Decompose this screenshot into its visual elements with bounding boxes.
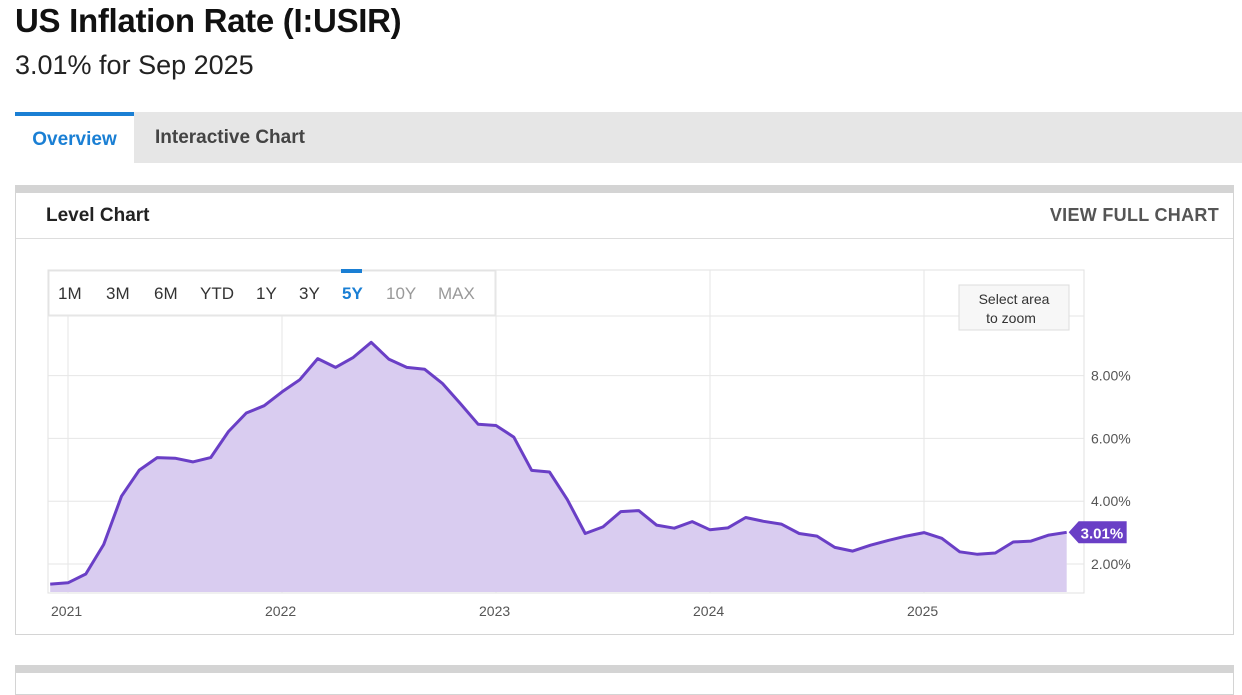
tab-overview[interactable]: Overview xyxy=(15,112,134,163)
tab-bar: Overview Interactive Chart xyxy=(15,112,1242,163)
level-chart-card: Level Chart VIEW FULL CHART 2021 2022 2023… xyxy=(15,185,1234,635)
y-tick-label: 8.00% xyxy=(1091,368,1131,384)
view-full-chart-link[interactable]: VIEW FULL CHART xyxy=(1049,205,1219,225)
card-header: Level Chart VIEW FULL CHART xyxy=(16,193,1233,239)
card-title: Level Chart xyxy=(46,205,150,226)
range-selector xyxy=(48,270,496,316)
zoom-hint-box xyxy=(958,284,1070,331)
series-line xyxy=(50,340,1067,586)
range-button-10y: 10Y xyxy=(386,284,416,303)
range-button-1y[interactable]: 1Y xyxy=(256,284,277,303)
next-card xyxy=(15,665,1234,695)
zoom-hint-line-2: to zoom xyxy=(986,310,1036,326)
range-button-3m[interactable]: 3M xyxy=(106,284,130,303)
x-tick-label: 2022 xyxy=(265,603,296,619)
y-tick-label: 4.00% xyxy=(1091,493,1131,509)
x-tick-label: 2021 xyxy=(51,603,82,619)
series-area xyxy=(50,342,1067,592)
y-tick-label: 6.00% xyxy=(1091,430,1131,446)
y-tick-label: 2.00% xyxy=(1091,556,1131,572)
range-button-6m[interactable]: 6M xyxy=(154,284,178,303)
last-value-badge xyxy=(1068,521,1127,544)
range-button-1m[interactable]: 1M xyxy=(58,284,82,303)
x-tick-label: 2025 xyxy=(907,603,938,619)
tab-interactive-chart[interactable]: Interactive Chart xyxy=(155,127,305,148)
last-value-label: 3.01% xyxy=(1081,525,1124,542)
range-active-indicator xyxy=(341,269,362,273)
range-button-3y[interactable]: 3Y xyxy=(299,284,320,303)
x-tick-label: 2023 xyxy=(479,603,510,619)
page-subtitle: 3.01% for Sep 2025 xyxy=(15,50,254,80)
level-chart[interactable]: 2021 2022 2023 2024 2025 2.00% 4.00% 6.00% 8.00%… xyxy=(16,193,1233,634)
page-title: US Inflation Rate (I:USIR) xyxy=(15,2,402,39)
range-button-max: MAX xyxy=(438,284,475,303)
range-button-5y[interactable]: 5Y xyxy=(342,284,363,303)
zoom-hint-line-1: Select area xyxy=(979,291,1050,307)
range-button-ytd[interactable]: YTD xyxy=(200,284,234,303)
x-tick-label: 2024 xyxy=(693,603,724,619)
